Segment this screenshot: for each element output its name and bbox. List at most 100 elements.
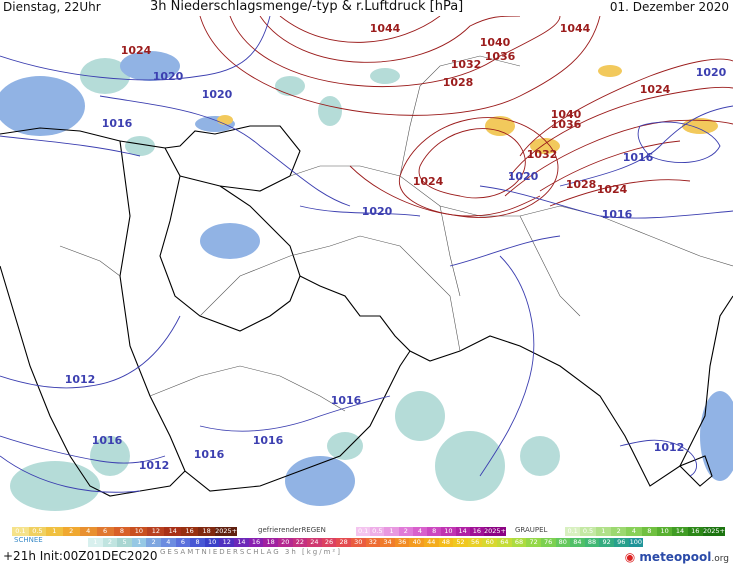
scale-value: 4 <box>626 527 642 536</box>
scale-value: 4 <box>412 527 428 536</box>
scale-value: 20 <box>277 538 293 547</box>
scale-value: 10 <box>656 527 673 536</box>
freezing-rain-scale: 0.1 0.5 1 2 4 8 10 14 16 2025+ <box>356 527 506 536</box>
pressure-label: 1028 <box>443 76 474 89</box>
scale-value: 18 <box>198 527 216 536</box>
scale-value: 32 <box>365 538 381 547</box>
logo-brand: meteopool <box>639 550 712 564</box>
pressure-label: 1024 <box>121 44 152 57</box>
pressure-labels: 1044 1040 1036 1044 1024 1032 1028 1024 … <box>65 22 727 472</box>
meteopool-logo[interactable]: ◉ meteopool.org <box>625 550 729 564</box>
scale-value: 76 <box>540 538 556 547</box>
low-pressure-isobars <box>0 16 733 493</box>
scale-value: 4 <box>161 538 176 547</box>
scale-value: 8 <box>641 527 657 536</box>
scale-value: 22 <box>292 538 308 547</box>
total-precip-scale: 1 2 5 1 2 4 6 8 10 12 14 16 18 20 22 24 26 28 30 32 34 36 40 44… <box>88 538 644 547</box>
scale-value: 2 <box>102 538 118 547</box>
pressure-label: 1016 <box>253 434 284 447</box>
scale-value: 1 <box>88 538 103 547</box>
scale-value: 68 <box>511 538 527 547</box>
pressure-label: 1044 <box>370 22 401 35</box>
pressure-label: 1016 <box>194 448 225 461</box>
scale-value: 14 <box>455 527 470 536</box>
scale-value: 2025+ <box>702 527 725 536</box>
pressure-label: 1044 <box>560 22 591 35</box>
scale-value: 96 <box>613 538 629 547</box>
scale-value: 72 <box>526 538 541 547</box>
freezing-rain-label: gefrierenderREGEN <box>258 526 326 534</box>
date-label: Dienstag, 22Uhr <box>3 0 101 14</box>
scale-value: 2 <box>62 527 80 536</box>
scale-value: 26 <box>321 538 337 547</box>
scale-value: 56 <box>467 538 483 547</box>
total-precip-label: GESAMTNIEDERSCHLAG 3h [kg/m²] <box>160 548 342 556</box>
scale-value: 36 <box>394 538 410 547</box>
scale-value: 24 <box>307 538 322 547</box>
scale-value: 100 <box>628 538 644 547</box>
forecast-date: 01. Dezember 2020 <box>609 0 729 14</box>
logo-mark-icon: ◉ <box>624 550 636 564</box>
graupel-scale: 0.1 0.5 1 2 4 8 10 14 16 2025+ <box>565 527 725 536</box>
scale-value: 16 <box>181 527 199 536</box>
scale-value: 1 <box>131 538 147 547</box>
scale-value: 44 <box>424 538 439 547</box>
scale-value: 16 <box>248 538 264 547</box>
pressure-label: 1016 <box>331 394 362 407</box>
pressure-label: 1036 <box>551 118 582 131</box>
scale-value: 12 <box>219 538 235 547</box>
snow-label: SCHNEE <box>14 536 43 544</box>
pressure-label: 1028 <box>566 178 597 191</box>
pressure-label: 1016 <box>623 151 654 164</box>
pressure-label: 1032 <box>527 148 558 161</box>
scale-value: 2 <box>146 538 162 547</box>
pressure-label: 1020 <box>153 70 184 83</box>
scale-value: 8 <box>190 538 205 547</box>
pressure-label: 1024 <box>640 83 671 96</box>
pressure-precip-map: 1044 1040 1036 1044 1024 1032 1028 1024 … <box>0 16 733 511</box>
pressure-label: 1016 <box>92 434 123 447</box>
scale-value: 28 <box>336 538 351 547</box>
pressure-label: 1024 <box>597 183 628 196</box>
pressure-label: 1012 <box>65 373 96 386</box>
scale-value: 10 <box>204 538 220 547</box>
scale-value: 8 <box>427 527 442 536</box>
scale-value: 16 <box>469 527 484 536</box>
scale-value: 30 <box>350 538 366 547</box>
scale-value: 48 <box>438 538 454 547</box>
pressure-label: 1036 <box>485 50 516 63</box>
coastline-layer <box>0 125 733 497</box>
scale-value: 92 <box>599 538 614 547</box>
scale-value: 8 <box>113 527 131 536</box>
init-time-label: +21h Init:00Z01DEC2020 <box>3 549 158 563</box>
scale-value: 18 <box>263 538 278 547</box>
scale-value: 6 <box>96 527 114 536</box>
scale-value: 84 <box>570 538 585 547</box>
scale-value: 52 <box>453 538 468 547</box>
pressure-label: 1020 <box>202 88 233 101</box>
scale-value: 1 <box>45 527 63 536</box>
scale-value: 1 <box>595 527 611 536</box>
scale-value: 0.5 <box>370 527 385 536</box>
scale-value: 10 <box>130 527 148 536</box>
scale-value: 2 <box>398 527 413 536</box>
scale-value: 88 <box>584 538 600 547</box>
scale-value: 14 <box>164 527 182 536</box>
pressure-label: 1020 <box>508 170 539 183</box>
pressure-label: 1040 <box>551 108 582 121</box>
scale-value: 0.1 <box>356 527 371 536</box>
scale-value: 2025+ <box>215 527 238 536</box>
scale-value: 34 <box>380 538 395 547</box>
scale-value: 0.5 <box>580 527 596 536</box>
pressure-label: 1024 <box>413 175 444 188</box>
snow-scale: 0.1 0.5 1 2 4 6 8 10 12 14 16 18 2025+ <box>12 527 238 536</box>
scale-value: 64 <box>497 538 512 547</box>
scale-value: 12 <box>147 527 165 536</box>
scale-value: 16 <box>687 527 703 536</box>
scale-value: 2025+ <box>483 527 506 536</box>
scale-value: 0.1 <box>565 527 581 536</box>
pressure-label: 1012 <box>139 459 170 472</box>
scale-value: 14 <box>672 527 688 536</box>
pressure-label: 1012 <box>654 441 685 454</box>
